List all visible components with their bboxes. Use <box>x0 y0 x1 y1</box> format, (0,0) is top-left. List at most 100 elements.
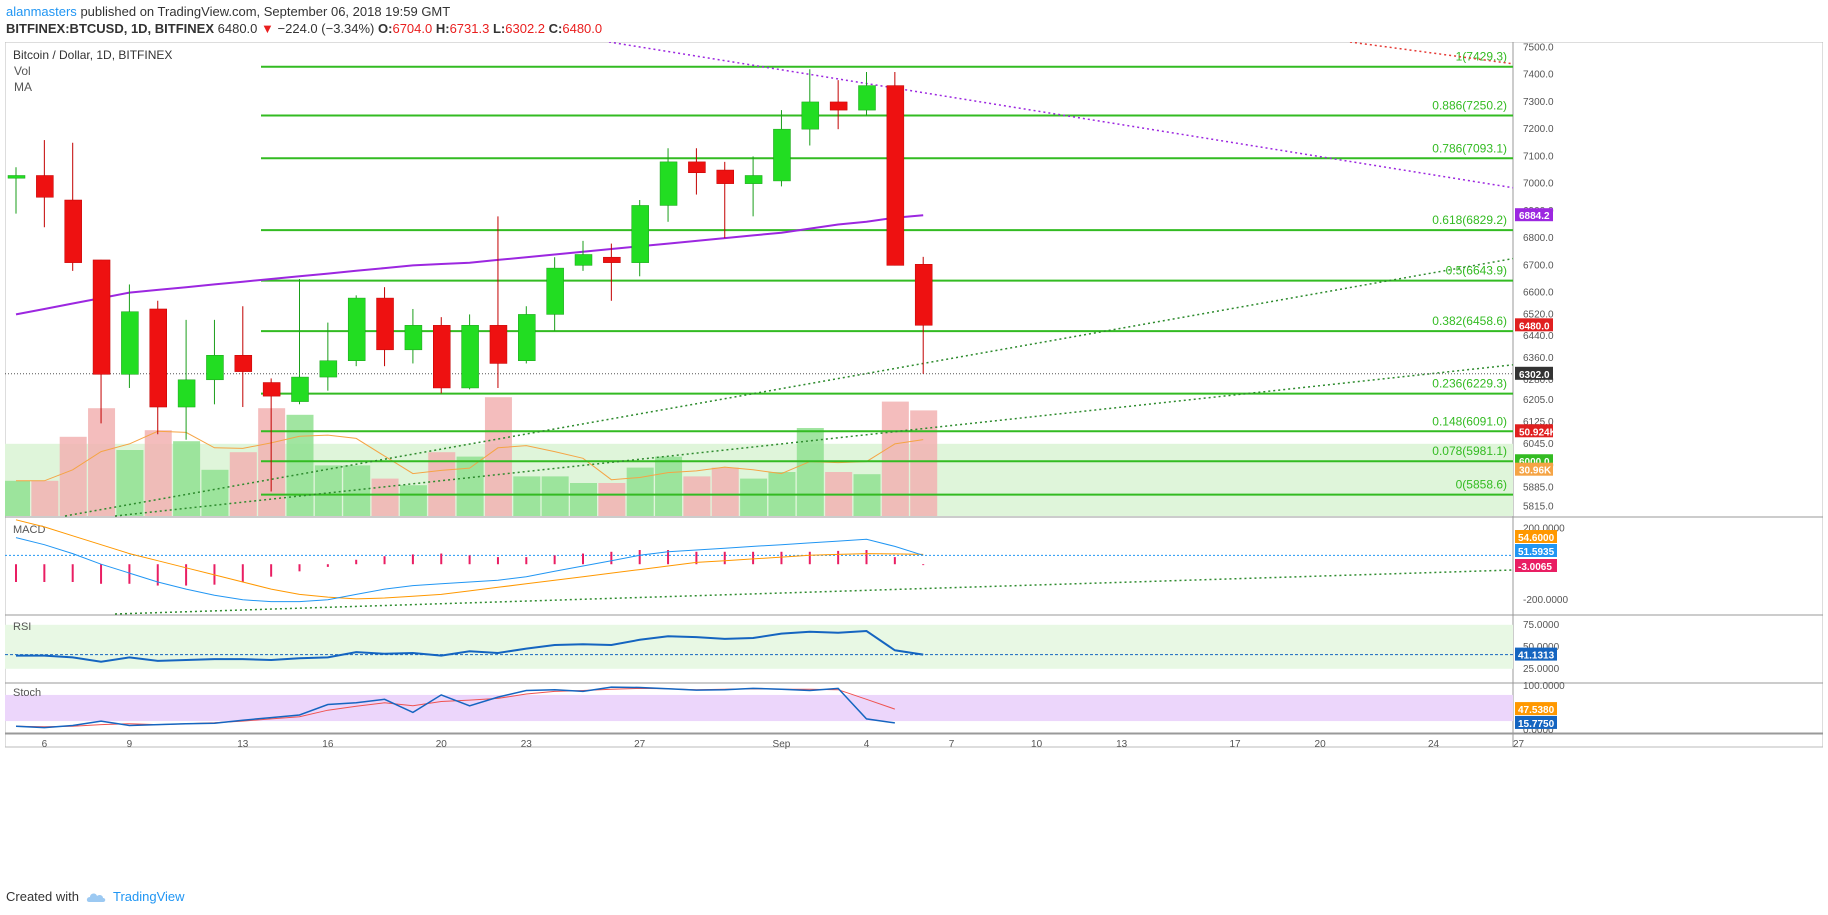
time-tick-label: 13 <box>237 739 249 750</box>
vol-ma-tag-bg <box>1515 462 1553 476</box>
candle-body <box>177 379 196 408</box>
ma-price-tag-bg <box>1515 208 1553 222</box>
down-arrow-icon: ▼ <box>261 21 274 36</box>
macd-value-tag: 51.5935 <box>1518 547 1555 558</box>
price-tick-label: 6520.0 <box>1523 309 1554 320</box>
stoch-k-line <box>15 686 895 729</box>
volume-bar <box>456 456 484 516</box>
volume-bar <box>626 467 654 516</box>
low-label: L: <box>492 21 506 36</box>
low-value: 6302.2 <box>505 21 546 36</box>
fib-level-label: 0.886(7250.2) <box>1432 98 1507 112</box>
fib-level-label: 0.236(6229.3) <box>1432 377 1507 391</box>
price-tick-label: 6440.0 <box>1523 331 1554 342</box>
fib-level-label: 0.786(7093.1) <box>1432 141 1507 155</box>
tradingview-link[interactable]: TradingView <box>112 889 185 904</box>
price-tick-label: 6360.0 <box>1523 353 1554 364</box>
macd-signal-tag-bg <box>1515 530 1557 543</box>
candle-body <box>659 161 678 206</box>
time-tick-label: 9 <box>127 739 133 750</box>
last-price-tag: 6480.0 <box>1519 321 1550 332</box>
fib-level-label: 0(5858.6) <box>1456 478 1507 492</box>
stoch-band <box>5 694 1513 722</box>
candle-body <box>36 175 54 198</box>
fib-level-label: 0.382(6458.6) <box>1432 314 1507 328</box>
candle-body <box>461 325 479 389</box>
price-tick-label: 6125.0 <box>1523 417 1554 428</box>
time-tick-label: 27 <box>634 739 646 750</box>
ma-line <box>15 214 924 316</box>
last-price-tag-bg <box>1515 318 1553 332</box>
volume-bar <box>513 476 541 516</box>
candle-body <box>829 101 848 111</box>
price-tick-label: 7100.0 <box>1523 151 1554 162</box>
stoch-label: Stoch <box>13 687 41 699</box>
candle-body <box>631 205 649 263</box>
volume-bar <box>683 476 711 516</box>
volume-bar <box>711 467 739 516</box>
candle-body <box>433 325 451 389</box>
macd-hist-tag: -3.0065 <box>1518 562 1552 573</box>
stoch-k-tag: 15.7750 <box>1518 719 1555 730</box>
time-tick-label: 16 <box>322 739 334 750</box>
candle-body <box>234 355 253 372</box>
stoch-d-tag-bg <box>1515 702 1557 716</box>
time-tick-label: 24 <box>1428 739 1440 750</box>
volume-bar <box>541 476 569 516</box>
rsi-tick-label: 25.0000 <box>1523 664 1560 675</box>
volume-bar <box>173 441 201 516</box>
support-trendline-lower <box>114 364 1514 517</box>
legend-ma: MA <box>14 80 32 94</box>
stoch-k-tag-bg <box>1515 715 1557 729</box>
candle-body <box>92 259 111 375</box>
volume-bar <box>371 478 399 516</box>
price-tick-label: 7200.0 <box>1523 124 1554 135</box>
support-trendline-upper <box>64 257 1514 517</box>
macd-tick-label: 200.0000 <box>1523 524 1565 535</box>
vol-ma-tag: 30.96K <box>1519 466 1552 477</box>
close-label: C: <box>548 21 563 36</box>
low-price-tag-bg <box>1515 366 1553 380</box>
publish-text: published on TradingView.com, September … <box>80 4 451 19</box>
candle-body <box>149 308 167 408</box>
candle-body <box>206 355 224 381</box>
candle-body <box>858 85 876 111</box>
candle-body <box>546 267 564 315</box>
volume-bar <box>910 410 938 516</box>
rsi-tick-label: 75.0000 <box>1523 620 1560 631</box>
open-label: O: <box>378 21 393 36</box>
price-tick-label: 6280.0 <box>1523 375 1554 386</box>
candle-body <box>489 325 508 364</box>
volume-bar <box>881 401 909 516</box>
stoch-tick-label: 100.0000 <box>1523 681 1565 692</box>
volume-bar <box>201 469 229 516</box>
candle-body <box>603 256 621 263</box>
volume-bar <box>428 452 456 516</box>
time-tick-label: 20 <box>1315 739 1327 750</box>
time-tick-label: 23 <box>521 739 533 750</box>
price-tick-label: 5815.0 <box>1523 501 1554 512</box>
btcusd-chart[interactable]: 1(7429.3) 0.886(7250.2) 0.786(7093.1) 0.618… <box>5 42 1823 887</box>
volume-bar <box>570 483 597 516</box>
candle-body <box>744 175 763 184</box>
open-value: 6704.0 <box>392 21 433 36</box>
time-tick-label: 20 <box>436 739 448 750</box>
rsi-label: RSI <box>13 621 31 633</box>
fib-level-label: 0.618(6829.2) <box>1432 213 1507 227</box>
volume-last-tag-bg <box>1515 424 1553 438</box>
footer: Created with TradingView <box>6 889 185 904</box>
fib-level-label: 0.078(5981.1) <box>1432 444 1507 458</box>
candle-body <box>291 376 309 402</box>
rsi-tick-label: 50.0000 <box>1523 642 1560 653</box>
candle-body <box>347 297 366 361</box>
stoch-d-tag: 47.5380 <box>1518 705 1555 716</box>
rsi-band <box>5 624 1513 669</box>
candle-body <box>716 169 734 184</box>
price-tick-label: 6045.0 <box>1523 439 1554 450</box>
volume-ma-line <box>16 430 924 482</box>
candle-body <box>121 311 139 375</box>
volume-bar <box>399 485 427 516</box>
author-link[interactable]: alanmasters <box>6 4 77 19</box>
time-tick-label: Sep <box>773 739 791 750</box>
volume-last-tag: 50.924K <box>1519 427 1558 438</box>
